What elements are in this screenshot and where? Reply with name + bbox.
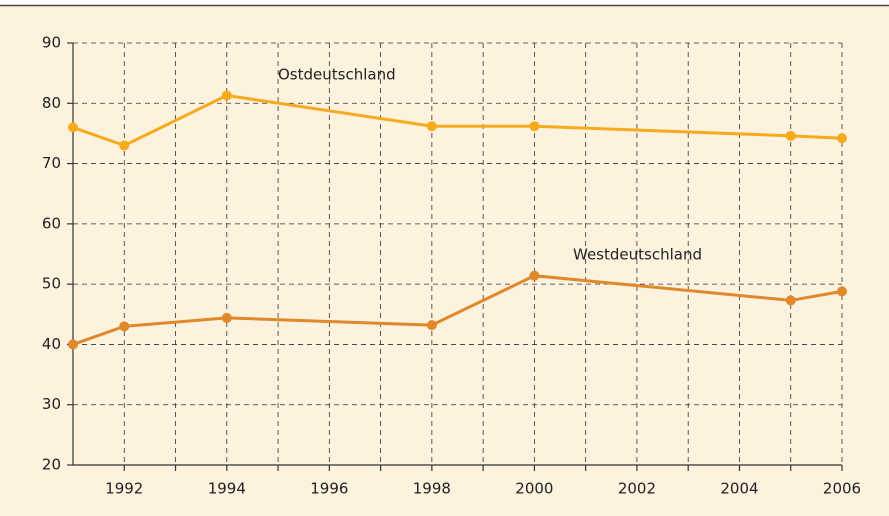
x-tick-label: 1992 [105,480,143,498]
data-point [221,90,232,101]
data-point [68,339,78,350]
data-point [119,321,130,332]
y-tick-label: 90 [42,34,61,52]
x-tick-label: 2002 [618,480,656,498]
background [0,6,889,516]
series-label: Ostdeutschland [278,66,396,84]
data-point [785,295,796,306]
y-tick-label: 40 [42,335,61,353]
data-point [119,140,130,151]
data-point [221,312,232,323]
x-tick-label: 1996 [310,480,348,498]
x-tick-label: 1994 [208,480,246,498]
x-tick-label: 1998 [413,480,451,498]
y-tick-label: 20 [42,456,61,474]
y-tick-label: 70 [42,154,61,172]
data-point [837,133,847,144]
y-tick-label: 30 [42,395,61,413]
x-tick-label: 2004 [720,480,758,498]
data-point [785,130,796,141]
data-point [426,121,437,132]
x-tick-label: 2006 [823,480,861,498]
y-tick-label: 50 [42,275,61,293]
data-point [426,320,437,331]
y-tick-label: 80 [42,94,61,112]
y-tick-label: 60 [42,214,61,232]
data-point [529,121,540,132]
data-point [529,270,540,281]
data-point [837,286,847,297]
x-tick-label: 2000 [515,480,553,498]
data-point [68,122,78,133]
series-label: Westdeutschland [573,246,702,264]
